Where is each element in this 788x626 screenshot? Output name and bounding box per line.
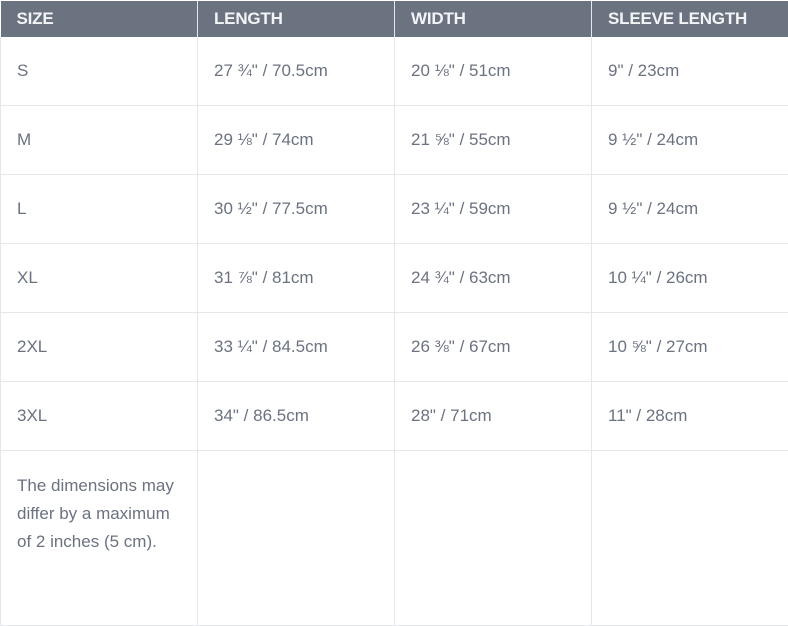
header-width: WIDTH bbox=[395, 1, 592, 37]
cell-sleeve-length: 11" / 28cm bbox=[592, 382, 788, 451]
note-text: The dimensions may differ by a maximum o… bbox=[1, 451, 198, 626]
note-row: The dimensions may differ by a maximum o… bbox=[1, 451, 788, 626]
cell-sleeve-length: 10 ¼" / 26cm bbox=[592, 244, 788, 313]
cell-width: 21 ⅝" / 55cm bbox=[395, 106, 592, 175]
cell-size: L bbox=[1, 175, 198, 244]
empty-cell bbox=[198, 451, 395, 626]
cell-sleeve-length: 10 ⅝" / 27cm bbox=[592, 313, 788, 382]
cell-length: 30 ½" / 77.5cm bbox=[198, 175, 395, 244]
cell-width: 23 ¼" / 59cm bbox=[395, 175, 592, 244]
cell-length: 34" / 86.5cm bbox=[198, 382, 395, 451]
cell-width: 26 ⅜" / 67cm bbox=[395, 313, 592, 382]
cell-width: 24 ¾" / 63cm bbox=[395, 244, 592, 313]
empty-cell bbox=[395, 451, 592, 626]
cell-size: 3XL bbox=[1, 382, 198, 451]
cell-length: 33 ¼" / 84.5cm bbox=[198, 313, 395, 382]
header-length: LENGTH bbox=[198, 1, 395, 37]
cell-length: 27 ¾" / 70.5cm bbox=[198, 37, 395, 106]
cell-length: 29 ⅛" / 74cm bbox=[198, 106, 395, 175]
cell-size: S bbox=[1, 37, 198, 106]
cell-sleeve-length: 9 ½" / 24cm bbox=[592, 106, 788, 175]
empty-cell bbox=[592, 451, 788, 626]
cell-size: XL bbox=[1, 244, 198, 313]
cell-width: 20 ⅛" / 51cm bbox=[395, 37, 592, 106]
cell-sleeve-length: 9 ½" / 24cm bbox=[592, 175, 788, 244]
cell-sleeve-length: 9" / 23cm bbox=[592, 37, 788, 106]
header-sleeve-length: SLEEVE LENGTH bbox=[592, 1, 788, 37]
cell-size: 2XL bbox=[1, 313, 198, 382]
header-row: SIZE LENGTH WIDTH SLEEVE LENGTH bbox=[1, 1, 788, 37]
header-size: SIZE bbox=[1, 1, 198, 37]
cell-length: 31 ⅞" / 81cm bbox=[198, 244, 395, 313]
cell-width: 28" / 71cm bbox=[395, 382, 592, 451]
cell-size: M bbox=[1, 106, 198, 175]
